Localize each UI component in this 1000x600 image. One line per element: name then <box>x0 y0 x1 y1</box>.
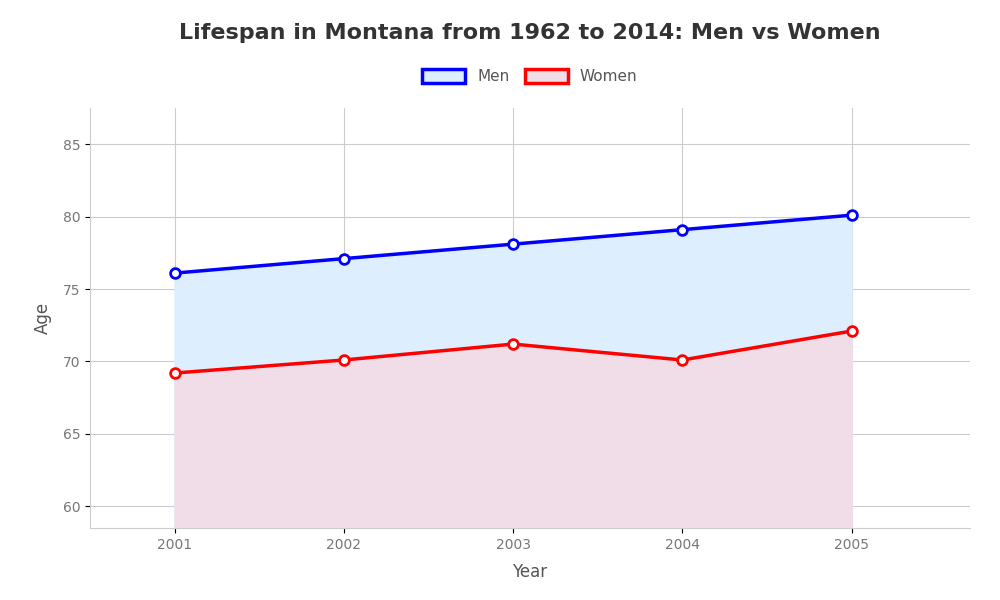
X-axis label: Year: Year <box>512 563 548 581</box>
Legend: Men, Women: Men, Women <box>415 61 645 92</box>
Title: Lifespan in Montana from 1962 to 2014: Men vs Women: Lifespan in Montana from 1962 to 2014: M… <box>179 23 881 43</box>
Y-axis label: Age: Age <box>34 302 52 334</box>
